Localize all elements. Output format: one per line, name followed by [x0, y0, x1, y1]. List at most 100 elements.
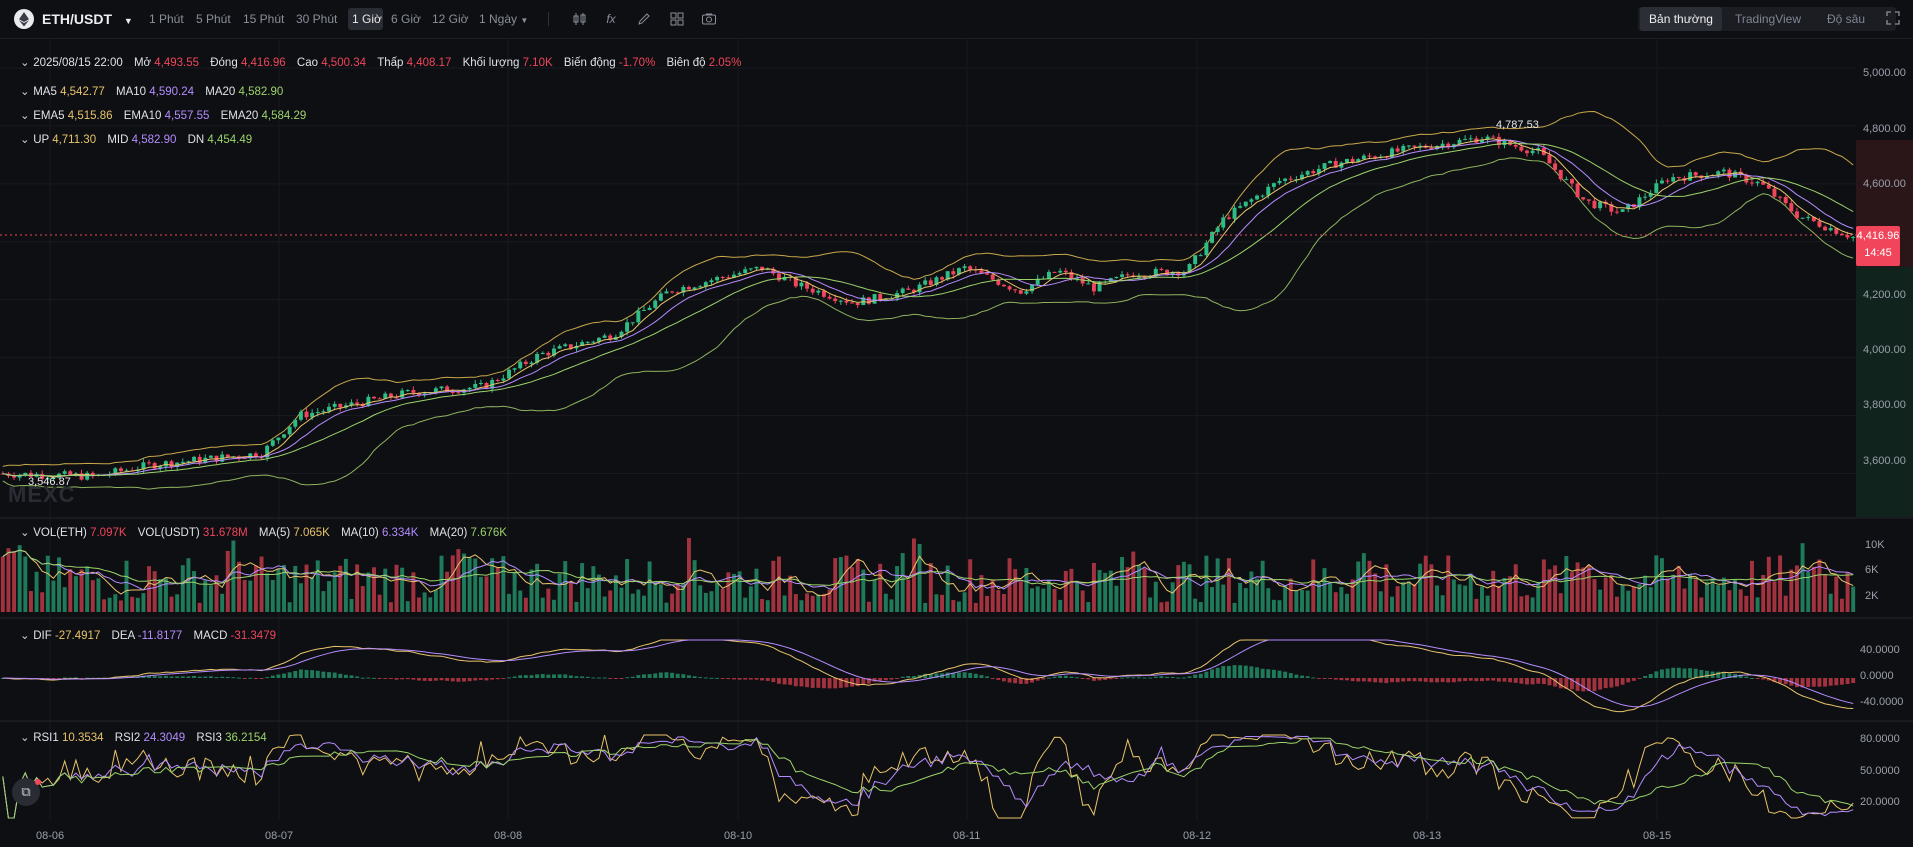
volume-bar	[996, 590, 1001, 612]
volume-bar	[1176, 565, 1181, 612]
layout-grid-icon[interactable]	[669, 12, 685, 26]
volume-bar	[866, 601, 871, 612]
symbol-selector[interactable]: ETH/USDT ▼	[42, 0, 133, 40]
macd-hist-bar	[1030, 678, 1035, 683]
macd-hist-bar	[360, 677, 365, 679]
macd-hist-bar	[557, 674, 562, 678]
volume-bar	[1575, 562, 1580, 612]
macd-hist-bar	[664, 672, 669, 678]
indicator-fx-icon[interactable]: fx	[606, 12, 616, 26]
chevron-down-icon[interactable]: ⌄	[20, 630, 30, 642]
macd-hist-bar	[883, 678, 888, 681]
close-value: 4,416.96	[240, 57, 286, 69]
candle-body	[192, 456, 197, 462]
volume-bar	[180, 565, 185, 612]
macd-hist-bar	[304, 669, 309, 678]
macd-hist-bar	[951, 672, 956, 678]
macd-hist-bar	[642, 674, 646, 678]
volume-bar	[1142, 568, 1147, 612]
volume-bar	[1586, 564, 1591, 612]
candle-body	[1361, 155, 1366, 160]
fullscreen-icon[interactable]	[1886, 11, 1900, 25]
volume-bar	[1063, 570, 1068, 612]
interval-1d[interactable]: 1 Ngày ▼	[479, 0, 528, 38]
macd-hist-bar	[1305, 676, 1310, 678]
interval-5m[interactable]: 5 Phút	[196, 12, 231, 26]
macd-hist-bar	[186, 676, 191, 678]
volume-bar	[1288, 578, 1293, 612]
candle-body	[1097, 281, 1102, 292]
draw-pen-icon[interactable]	[636, 12, 652, 26]
macd-hist-bar	[1778, 678, 1783, 684]
macd-hist-bar	[833, 678, 838, 689]
macd-hist-bar	[118, 676, 123, 678]
chevron-down-icon[interactable]: ⌄	[20, 110, 30, 122]
macd-hist-bar	[180, 676, 185, 678]
macd-hist-bar	[1165, 676, 1169, 678]
candle-body	[597, 337, 601, 342]
candle-body	[956, 268, 961, 275]
macd-hist-bar	[827, 678, 832, 689]
macd-hist-bar	[51, 678, 56, 679]
interval-15m[interactable]: 15 Phút	[243, 12, 285, 26]
camera-icon[interactable]	[701, 12, 717, 26]
candle-body	[1114, 276, 1119, 279]
candle-body	[1688, 172, 1693, 181]
volume-bar	[1193, 598, 1198, 612]
macd-hist-bar	[1046, 677, 1051, 679]
chevron-down-icon[interactable]: ⌄	[20, 732, 30, 744]
interval-1m[interactable]: 1 Phút	[149, 12, 184, 26]
macd-hist-bar	[720, 678, 725, 679]
volume-bar	[664, 602, 669, 612]
volume-bar	[214, 575, 219, 612]
view-tab-normal[interactable]: Bản thường	[1640, 7, 1722, 31]
volume-bar	[810, 595, 815, 612]
rsi3-value: 36.2154	[225, 732, 267, 744]
macd-hist-bar	[1806, 678, 1811, 687]
volume-bar	[0, 556, 5, 612]
volume-ma-lines	[2, 549, 1854, 597]
chevron-down-icon[interactable]: ⌄	[20, 134, 30, 146]
candle-body	[940, 277, 945, 280]
volume-bar	[585, 588, 590, 612]
macd-hist-bar	[433, 678, 438, 681]
volume-bar	[405, 601, 410, 612]
candle-body	[298, 411, 303, 420]
chevron-down-icon[interactable]: ⌄	[20, 86, 30, 98]
candle-body	[1142, 276, 1147, 278]
candle-body	[1851, 236, 1856, 238]
interval-12h[interactable]: 12 Giờ	[432, 12, 469, 26]
macd-hist-bar	[681, 674, 686, 678]
volume-bar	[203, 579, 208, 612]
chevron-down-icon[interactable]: ⌄	[20, 527, 30, 539]
macd-hist-bar	[1451, 678, 1456, 683]
macd-hist-bar	[1378, 678, 1383, 683]
vol-ma5-line	[2, 549, 1854, 597]
macd-hist-bar	[731, 678, 736, 680]
view-tab-depth[interactable]: Độ sâu	[1826, 12, 1866, 26]
interval-30m[interactable]: 30 Phút	[296, 12, 338, 26]
volume-bar	[956, 601, 961, 612]
candle-body	[563, 344, 568, 347]
candle-body	[934, 277, 939, 285]
view-tab-tradingview[interactable]: TradingView	[1734, 12, 1802, 26]
volume-bar	[1210, 587, 1214, 612]
interval-6h[interactable]: 6 Giờ	[391, 12, 421, 26]
volume-bar	[788, 575, 793, 612]
macd-hist-bar	[1508, 678, 1513, 683]
macd-hist-bar	[568, 675, 573, 678]
price-axis-label: 4,000.00	[1863, 344, 1906, 356]
candle-type-icon[interactable]	[572, 12, 588, 26]
volume-bar	[1125, 567, 1130, 612]
macd-hist-bar	[428, 678, 433, 682]
macd-lines	[2, 639, 1854, 713]
interval-1h[interactable]: 1 Giờ	[352, 12, 382, 26]
volume-bar	[1328, 583, 1333, 612]
macd-hist-bar	[518, 675, 523, 678]
volume-bar	[883, 593, 888, 612]
volume-bar	[748, 586, 753, 612]
macd-hist-bar	[793, 678, 798, 687]
macd-hist-bar	[1221, 666, 1226, 678]
chevron-down-icon[interactable]: ⌄	[20, 57, 30, 69]
